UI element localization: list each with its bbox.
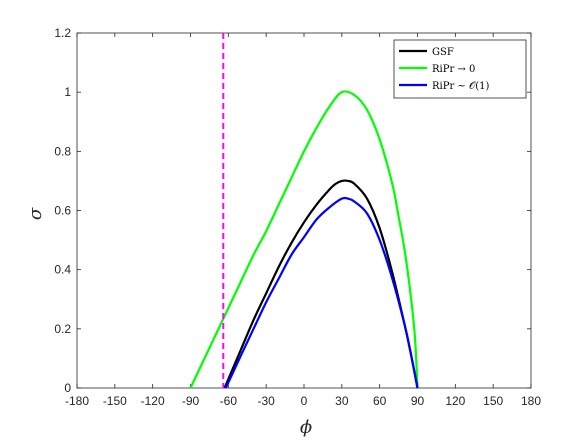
y-tick-label: 0.2 (54, 322, 71, 336)
x-axis-title: ϕ (300, 417, 312, 438)
series-line-2 (224, 196, 419, 389)
plot-area: -180 -150 -120 -90 -60 -30 0 30 60 90 120 150 180 0 0.… (54, 26, 541, 408)
y-tick-label: 1.2 (54, 26, 71, 40)
x-tick-label: -60 (220, 394, 238, 408)
series-line-0 (223, 179, 419, 389)
x-tick-label: -90 (182, 394, 200, 408)
x-tick-label: -30 (257, 394, 275, 408)
legend: GSF RiPr → 0 RiPr ~ 𝒪(1) (393, 39, 527, 99)
y-tick-label: 0.4 (54, 263, 71, 277)
y-axis-title: σ (25, 207, 46, 220)
series-line-1 (189, 90, 419, 389)
x-tick-label: -150 (103, 394, 127, 408)
x-tick-label: 150 (483, 394, 503, 408)
legend-label-0: GSF (432, 47, 454, 58)
x-tick-label: -120 (141, 394, 165, 408)
x-tick-label: 0 (301, 394, 308, 408)
y-tick-label: 1 (64, 85, 71, 99)
x-tick-label: 120 (445, 394, 465, 408)
x-tick-label: 90 (411, 394, 425, 408)
x-tick-label: 180 (521, 394, 541, 408)
legend-label-2: RiPr ~ 𝒪(1) (432, 81, 490, 92)
y-tick-label: 0.8 (54, 144, 71, 158)
x-tick-label: -180 (65, 394, 89, 408)
x-tick-label: 60 (373, 394, 387, 408)
x-tick-label: 30 (335, 394, 349, 408)
legend-label-1: RiPr → 0 (432, 64, 475, 75)
y-tick-label: 0 (64, 381, 71, 395)
y-tick-label: 0.6 (54, 204, 71, 218)
